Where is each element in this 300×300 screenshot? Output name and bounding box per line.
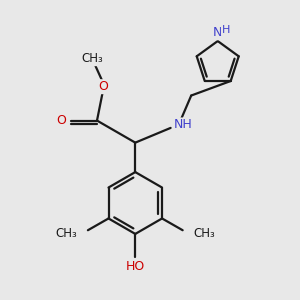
Text: HO: HO [126, 260, 145, 273]
Text: CH₃: CH₃ [56, 227, 78, 240]
Text: O: O [57, 114, 67, 127]
Text: NH: NH [174, 118, 192, 131]
Text: O: O [98, 80, 108, 93]
Text: CH₃: CH₃ [82, 52, 104, 65]
Text: N: N [212, 26, 222, 39]
Text: H: H [222, 25, 230, 35]
Text: CH₃: CH₃ [193, 227, 215, 240]
